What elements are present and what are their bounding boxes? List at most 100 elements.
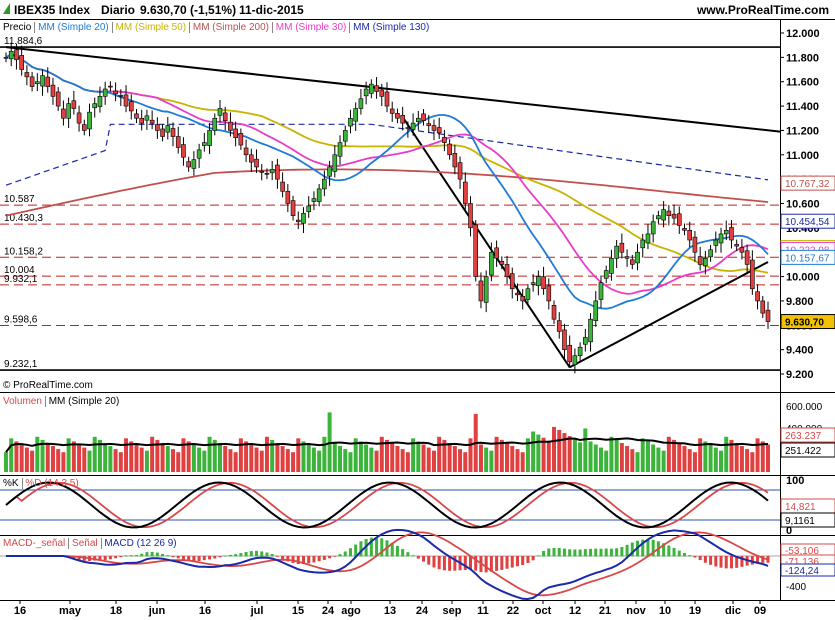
volume-bar <box>520 452 525 472</box>
candle-body <box>285 191 291 204</box>
x-tick-label: nov <box>626 605 646 617</box>
candle-body <box>363 88 369 97</box>
volume-bar <box>739 446 744 472</box>
candle-body <box>295 219 301 223</box>
volume-bar <box>661 450 666 472</box>
volume-bar <box>729 439 734 472</box>
volume-bar <box>212 439 217 472</box>
macd-hist-bar <box>317 556 321 562</box>
candle-body <box>269 169 275 174</box>
candle-body <box>489 251 494 276</box>
macd-hist-bar <box>646 539 650 557</box>
volume-bar <box>588 441 593 472</box>
level-label: 9.932,1 <box>4 274 38 285</box>
volume-value-badge <box>780 442 835 458</box>
x-tick-label: 10 <box>659 605 671 617</box>
volume-bar <box>144 450 149 472</box>
volume-bar <box>541 437 546 472</box>
legend-macd-signal: Señal <box>72 538 102 549</box>
volume-bar <box>708 444 713 472</box>
volume-bar <box>578 442 583 472</box>
macd-hist-bar <box>484 556 488 573</box>
candle-body <box>123 94 129 107</box>
candle-body <box>108 85 113 88</box>
candle-body <box>369 83 374 94</box>
volume-bar <box>385 439 389 472</box>
macd-hist-bar <box>422 556 426 562</box>
macd-value-label: -71,136 <box>785 557 819 568</box>
candle-body <box>687 229 693 241</box>
volume-ma-line <box>5 437 769 453</box>
volume-bar <box>332 442 337 472</box>
candle-body <box>327 166 332 177</box>
candle-body <box>661 209 666 221</box>
candle-body <box>520 296 525 302</box>
price-tick-label: 11.400 <box>786 101 819 113</box>
volume-bar <box>536 434 541 472</box>
macd-hist-bar <box>578 549 582 557</box>
candle-body <box>400 115 405 124</box>
candle-body <box>61 108 66 119</box>
volume-bar <box>468 438 473 472</box>
price-tick-label: 9.400 <box>786 345 814 357</box>
candle-body <box>567 344 572 363</box>
candle-body <box>630 259 635 265</box>
macd-hist-bar <box>416 556 420 559</box>
macd-hist-bar <box>724 556 728 569</box>
candle-body <box>640 239 646 249</box>
macd-hist-bar <box>375 537 379 557</box>
candle-body <box>92 103 98 109</box>
volume-bar <box>311 447 316 472</box>
volume-bar <box>734 442 739 472</box>
candle-body <box>750 259 755 290</box>
price-tick-label: 9.800 <box>786 296 814 308</box>
volume-bar <box>364 444 369 472</box>
volume-bar <box>92 436 97 472</box>
volume-bar <box>463 452 468 472</box>
x-tick-label: 21 <box>599 605 611 617</box>
candle-body <box>410 122 416 130</box>
volume-bar <box>426 447 431 472</box>
macd-hist-bar <box>202 556 206 561</box>
price-tick-label: 11.200 <box>786 125 819 137</box>
candle-body <box>35 81 40 84</box>
volume-bar <box>181 438 186 472</box>
macd-hist-bar <box>401 549 405 557</box>
x-tick-label: jun <box>148 605 166 617</box>
candle-body <box>583 337 588 345</box>
candle-body <box>405 127 411 129</box>
macd-hist-bar <box>630 542 634 557</box>
macd-hist-bar <box>589 548 593 557</box>
macd-hist-bar <box>604 548 608 557</box>
macd-hist-bar <box>536 555 540 557</box>
price-tick-label: 11.800 <box>786 52 819 64</box>
macd-hist-bar <box>750 556 754 565</box>
macd-hist-bar <box>641 539 645 557</box>
candle-body <box>55 91 61 107</box>
macd-hist-bar <box>515 556 519 567</box>
volume-bar <box>431 450 436 472</box>
candle-body <box>186 161 191 168</box>
macd-hist-bar <box>223 555 227 557</box>
macd-hist-bar <box>348 548 352 557</box>
candle-body <box>243 147 249 156</box>
candle-body <box>536 276 541 286</box>
level-label: 10.430,3 <box>4 213 43 224</box>
candle-body <box>81 124 87 131</box>
candle-body <box>765 309 771 322</box>
candle-body <box>395 113 400 119</box>
level-label: 11.884,6 <box>4 36 43 47</box>
macd-hist-bar <box>187 556 191 561</box>
app-logo-icon <box>3 3 10 14</box>
volume-bar <box>567 436 572 472</box>
macd-hist-bar <box>469 556 473 570</box>
stoch-legend: %K %D (14 3 5) <box>3 478 79 489</box>
volume-bar <box>45 442 50 472</box>
volume-bar <box>619 442 624 472</box>
volume-bar <box>259 450 264 472</box>
volume-bar <box>755 438 760 472</box>
macd-hist-bar <box>155 552 159 557</box>
candle-body <box>723 229 729 235</box>
volume-bar <box>379 436 384 472</box>
volume-bar <box>296 438 301 472</box>
